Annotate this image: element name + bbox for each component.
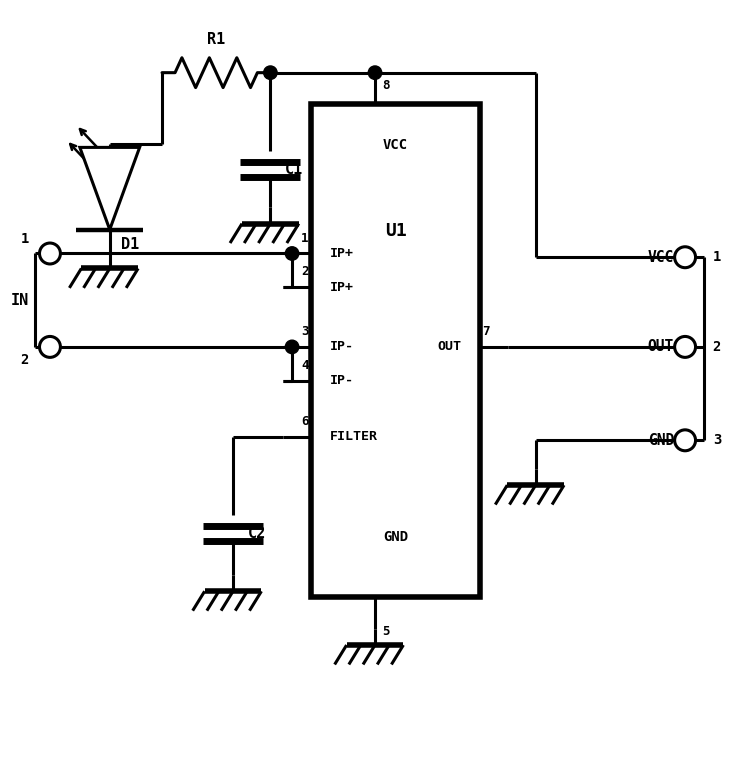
- Text: 7: 7: [482, 325, 490, 338]
- Text: OUT: OUT: [437, 341, 461, 353]
- Circle shape: [40, 243, 61, 264]
- Circle shape: [285, 340, 298, 354]
- Text: D1: D1: [121, 237, 140, 252]
- Circle shape: [675, 337, 695, 358]
- Text: GND: GND: [383, 531, 408, 545]
- Text: 3: 3: [712, 433, 721, 447]
- Text: 2: 2: [712, 340, 721, 354]
- Text: 2: 2: [21, 353, 29, 367]
- Text: VCC: VCC: [383, 138, 408, 152]
- Circle shape: [675, 247, 695, 268]
- Text: C1: C1: [285, 162, 304, 177]
- Text: 6: 6: [301, 414, 308, 428]
- Polygon shape: [80, 147, 140, 230]
- Circle shape: [285, 247, 298, 260]
- Text: IN: IN: [10, 293, 29, 308]
- Text: IP-: IP-: [330, 374, 354, 387]
- Text: VCC: VCC: [648, 250, 674, 265]
- Text: IP+: IP+: [330, 247, 354, 260]
- Text: C2: C2: [248, 526, 266, 541]
- Circle shape: [264, 66, 277, 79]
- Text: IP+: IP+: [330, 281, 354, 293]
- Text: IP-: IP-: [330, 341, 354, 353]
- Text: 4: 4: [301, 359, 308, 372]
- Circle shape: [368, 66, 382, 79]
- Text: 1: 1: [301, 231, 308, 244]
- Text: 3: 3: [301, 325, 308, 338]
- Text: 2: 2: [301, 265, 308, 278]
- Text: 8: 8: [382, 78, 390, 92]
- Text: U1: U1: [385, 222, 406, 240]
- Text: 5: 5: [382, 625, 390, 638]
- Circle shape: [40, 337, 61, 358]
- Text: OUT: OUT: [648, 339, 674, 355]
- Text: GND: GND: [648, 433, 674, 448]
- Text: FILTER: FILTER: [330, 430, 378, 443]
- Circle shape: [675, 430, 695, 451]
- Text: 1: 1: [21, 232, 29, 246]
- Bar: [311, 104, 479, 598]
- Text: 1: 1: [712, 250, 721, 265]
- Text: R1: R1: [207, 32, 225, 47]
